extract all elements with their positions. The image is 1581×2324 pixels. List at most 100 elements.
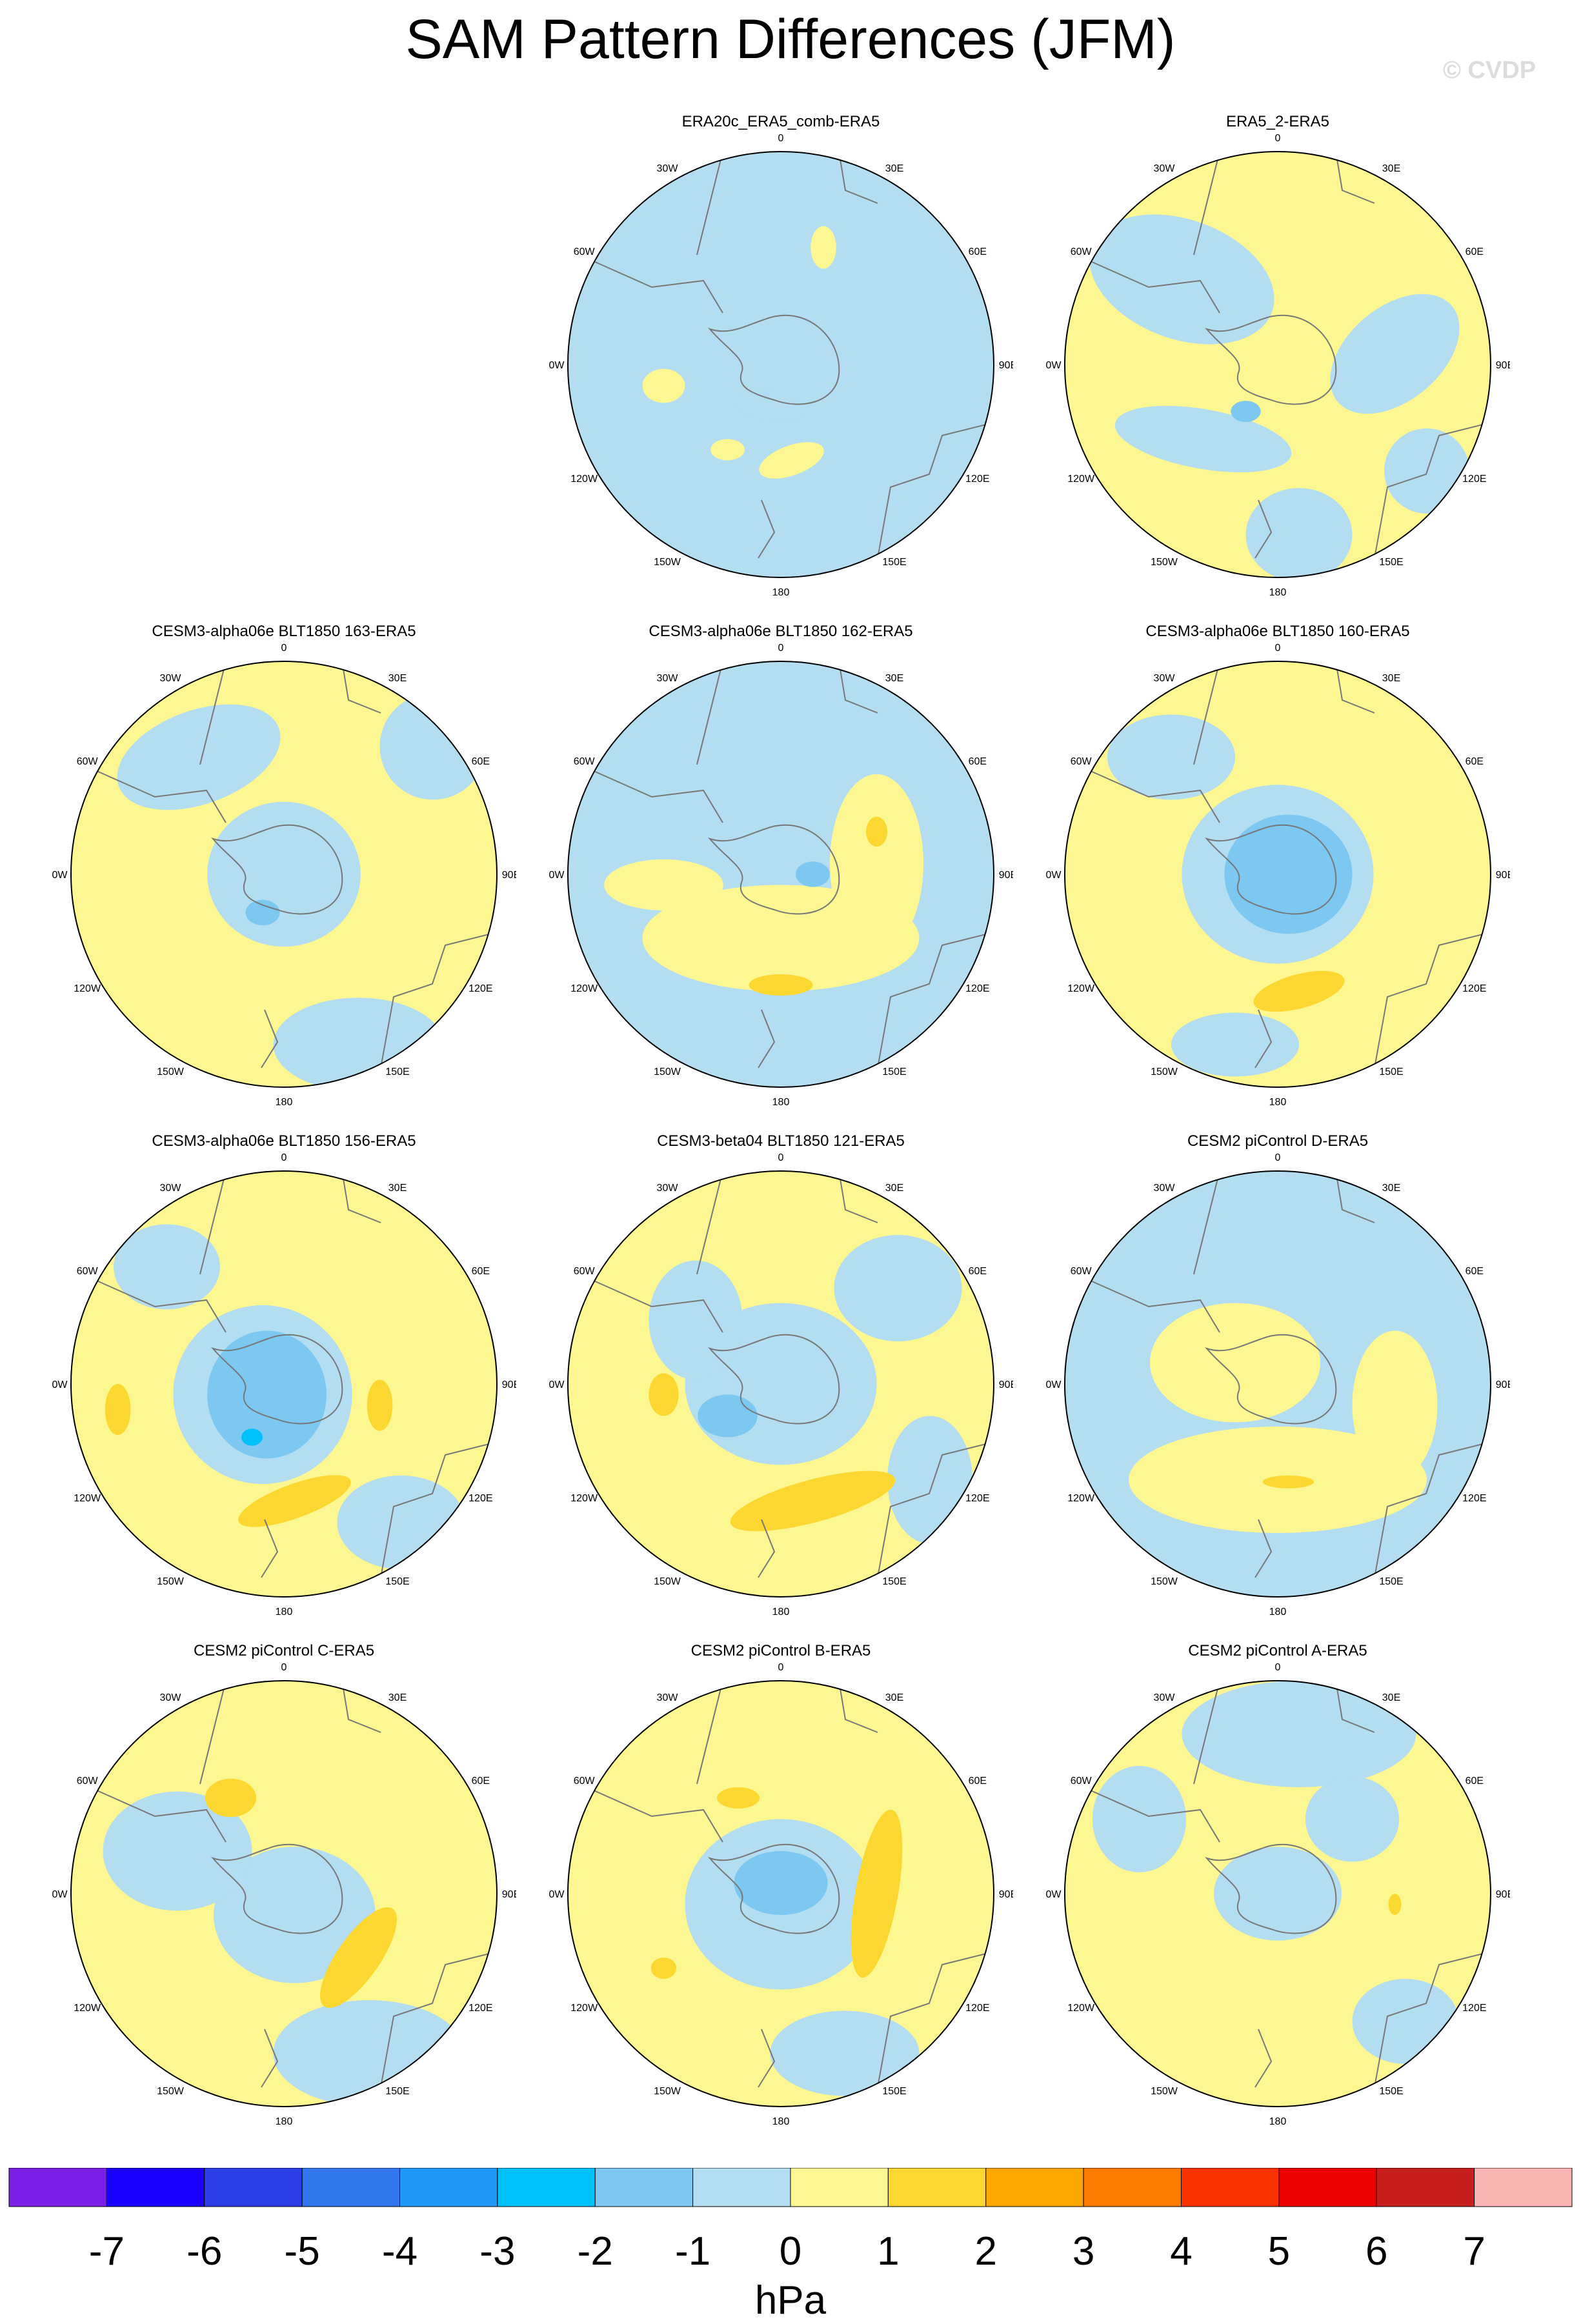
longitude-label: 60E [1465, 756, 1484, 767]
coastline [877, 932, 994, 1068]
longitude-label: 60W [574, 756, 596, 767]
map-panel: CESM3-alpha06e BLT1850 163-ERA5 0 30E 60E 90… [52, 623, 516, 1107]
longitude-label: 150E [385, 2086, 409, 2097]
longitude-label: 60W [1071, 1266, 1093, 1277]
longitude-label: 60W [1071, 756, 1093, 767]
longitude-label: 180 [772, 587, 790, 597]
map-panel: CESM2 piControl C-ERA5 0 30E 60E 90E 120E 150E… [52, 1642, 516, 2126]
anomaly-contour [245, 899, 280, 926]
colorbar-swatch [399, 2168, 498, 2207]
anomaly-contour [1089, 214, 1274, 345]
longitude-label: 180 [276, 1607, 293, 1616]
coastline [1090, 1280, 1220, 1333]
longitude-label: 30E [885, 163, 903, 174]
coastline [1254, 1519, 1273, 1578]
colorbar-tick-label: 7 [1463, 2229, 1485, 2274]
longitude-label: 180 [1269, 1607, 1287, 1616]
longitude-label: 0 [1275, 133, 1281, 144]
coastline [96, 1280, 227, 1333]
longitude-label: 30W [1154, 163, 1176, 174]
coastline [341, 1171, 381, 1223]
polar-map: 0 30E 60E 90E 120E 150E 180 150W 120W 90W 60W 30W [1045, 1662, 1510, 2126]
map-panel: CESM3-alpha06e BLT1850 162-ERA5 0 30E 60E 90… [549, 623, 1013, 1107]
coastline [1335, 152, 1375, 204]
panel-title: ERA20c_ERA5_comb-ERA5 [681, 113, 880, 130]
map-panel: ERA5_2-ERA5 0 30E 60E 90E 120E 150E 180 150W 120W… [1045, 113, 1510, 597]
longitude-label: 30W [160, 1183, 182, 1194]
coastline [758, 2028, 776, 2088]
coastline [838, 1681, 878, 1733]
anomaly-contour [866, 816, 887, 847]
longitude-label: 120W [1067, 2003, 1095, 2014]
coastline [199, 1681, 227, 1785]
longitude-label: 120E [965, 2003, 989, 2014]
antarctica-coastline [210, 1843, 343, 1934]
longitude-label: 150E [1379, 1576, 1403, 1587]
longitude-label: 150W [654, 1067, 681, 1077]
longitude-label: 0 [281, 643, 287, 654]
panel-title: CESM3-alpha06e BLT1850 160-ERA5 [1145, 623, 1410, 640]
map-border [567, 1170, 994, 1598]
panel-title: CESM2 piControl A-ERA5 [1188, 1642, 1367, 1659]
coastline [199, 1171, 227, 1275]
map-panel: CESM2 piControl D-ERA5 0 30E 60E 90E 120E 150E… [1045, 1132, 1510, 1616]
longitude-label: 120W [1067, 1493, 1095, 1504]
anomaly-contour [1352, 1330, 1438, 1480]
coastline [838, 1171, 878, 1223]
coastline [261, 1009, 279, 1068]
longitude-label: 150E [882, 2086, 906, 2097]
anomaly-contour [770, 2010, 920, 2096]
colorbar [8, 2168, 1573, 2207]
longitude-label: 30E [388, 1183, 407, 1194]
longitude-label: 120W [570, 1493, 598, 1504]
colorbar-swatch [985, 2168, 1084, 2207]
longitude-label: 180 [772, 1097, 790, 1107]
longitude-label: 60W [574, 1776, 596, 1787]
coastline [1193, 661, 1220, 765]
anomaly-contour [1231, 401, 1261, 423]
colorbar-tick-label: 3 [1072, 2229, 1095, 2274]
coastline [877, 1441, 994, 1578]
longitude-label: 0 [281, 1152, 287, 1163]
longitude-label: 60W [574, 246, 596, 257]
map-border [70, 1170, 498, 1598]
longitude-label: 90W [1045, 360, 1062, 371]
longitude-label: 0 [778, 643, 784, 654]
longitude-label: 90E [1496, 1379, 1510, 1390]
longitude-label: 60W [1071, 246, 1093, 257]
longitude-label: 90E [999, 870, 1013, 881]
cvdp-watermark: © CVDP [1443, 57, 1536, 84]
longitude-label: 60E [1465, 246, 1484, 257]
colorbar-swatch [1083, 2168, 1182, 2207]
longitude-label: 180 [1269, 2116, 1287, 2126]
polar-map: 0 30E 60E 90E 120E 150E 180 150W 120W 90W 60W 30W [549, 1152, 1013, 1616]
longitude-label: 150E [882, 557, 906, 568]
colorbar-swatch [887, 2168, 987, 2207]
longitude-label: 30E [885, 1183, 903, 1194]
longitude-label: 0 [778, 1152, 784, 1163]
coastline [838, 152, 878, 204]
colorbar-tick-label: 5 [1267, 2229, 1291, 2274]
colorbar-swatch [301, 2168, 400, 2207]
colorbar-tick-label: -7 [88, 2229, 125, 2274]
anomaly-contour [1245, 488, 1353, 577]
polar-map: 0 30E 60E 90E 120E 150E 180 150W 120W 90W 60W 30W [549, 643, 1013, 1107]
coastline [838, 661, 878, 714]
coastline [593, 261, 723, 314]
coastline [593, 770, 723, 823]
coastline [1254, 1009, 1273, 1068]
longitude-label: 150W [654, 2086, 681, 2097]
longitude-label: 30E [388, 1692, 407, 1703]
antarctica-coastline [707, 314, 840, 405]
anomaly-contour [273, 997, 444, 1087]
anomaly-contour [114, 1224, 220, 1310]
longitude-label: 120E [1462, 1493, 1486, 1504]
anomaly-contour [241, 1428, 263, 1446]
longitude-label: 150W [1151, 1067, 1178, 1077]
anomaly-contour [649, 1373, 679, 1416]
colorbar-tick-label: -5 [284, 2229, 320, 2274]
coastline [1090, 261, 1220, 314]
anomaly-contour [887, 1416, 972, 1544]
map-border [1064, 1680, 1491, 2107]
colorbar-swatch [204, 2168, 303, 2207]
